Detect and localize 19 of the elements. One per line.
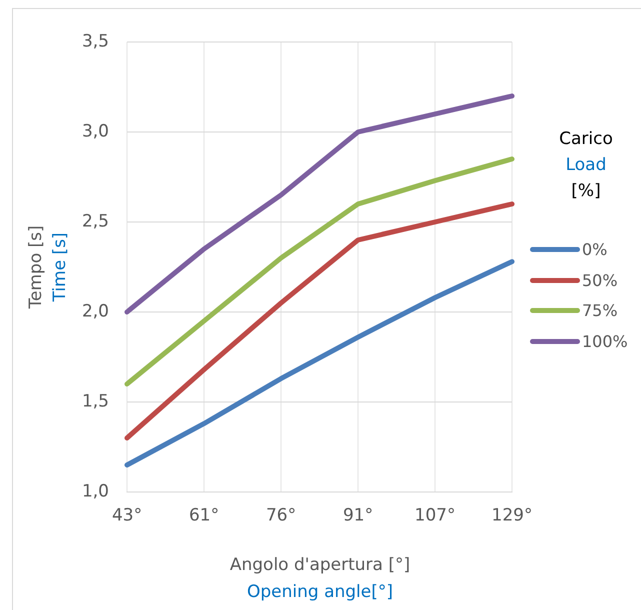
legend-label: 100%	[582, 332, 628, 350]
y-axis-title: Tempo [s] Time [s]	[25, 225, 71, 309]
legend-label: 50%	[582, 270, 618, 290]
y-tick-label: 3,5	[82, 31, 109, 52]
legend-title: Carico Load [%]	[559, 128, 613, 203]
y-tick-label: 1,0	[82, 481, 109, 502]
y-tick-label: 2,0	[82, 301, 109, 322]
x-tick-label: 43°	[112, 506, 142, 526]
y-tick-label: 2,5	[82, 211, 109, 232]
legend-label: 75%	[582, 301, 618, 320]
x-tick-label: 129°	[492, 506, 532, 526]
x-tick-label: 76°	[266, 506, 296, 526]
x-tick-label: 91°	[342, 506, 374, 526]
legend-label: 0%	[582, 240, 608, 259]
y-tick-label: 1,5	[82, 391, 109, 412]
x-tick-label: 107°	[414, 506, 456, 526]
x-tick-label: 61°	[188, 506, 220, 526]
x-axis-title: Angolo d'apertura [°] Opening angle[°]	[230, 554, 410, 604]
y-tick-label: 3,0	[82, 121, 109, 142]
